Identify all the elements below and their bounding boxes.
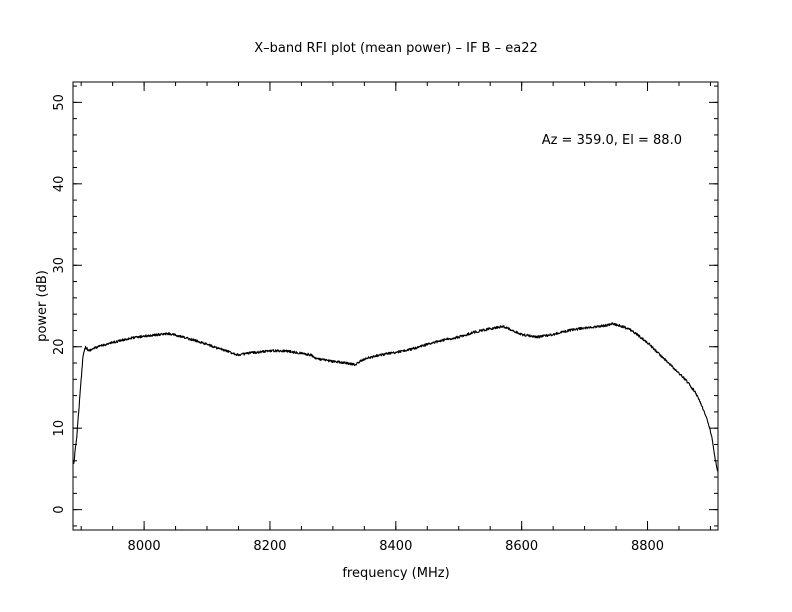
x-axis-label: frequency (MHz) [342,566,449,581]
tick-labels: 8000 8200 8400 8600 8800 0 10 20 30 40 50 [52,94,664,554]
y-tick-label: 40 [52,176,67,193]
az-el-annotation: Az = 359.0, El = 88.0 [542,133,682,148]
axis-ticks [73,82,718,530]
plot-frame [72,81,719,531]
y-tick-label: 10 [52,420,67,437]
x-tick-label: 8200 [253,539,286,554]
y-tick-label: 30 [52,257,67,274]
y-tick-label: 20 [52,338,67,355]
x-tick-label: 8400 [379,539,412,554]
y-axis-label: power (dB) [35,270,50,342]
x-tick-label: 8000 [128,539,161,554]
chart-title: X–band RFI plot (mean power) – IF B – ea… [254,41,538,56]
power-series-line [73,322,719,474]
y-tick-label: 50 [52,94,67,111]
x-tick-label: 8600 [505,539,538,554]
series-layer [73,322,719,474]
x-tick-label: 8800 [631,539,664,554]
y-tick-label: 0 [52,505,67,513]
